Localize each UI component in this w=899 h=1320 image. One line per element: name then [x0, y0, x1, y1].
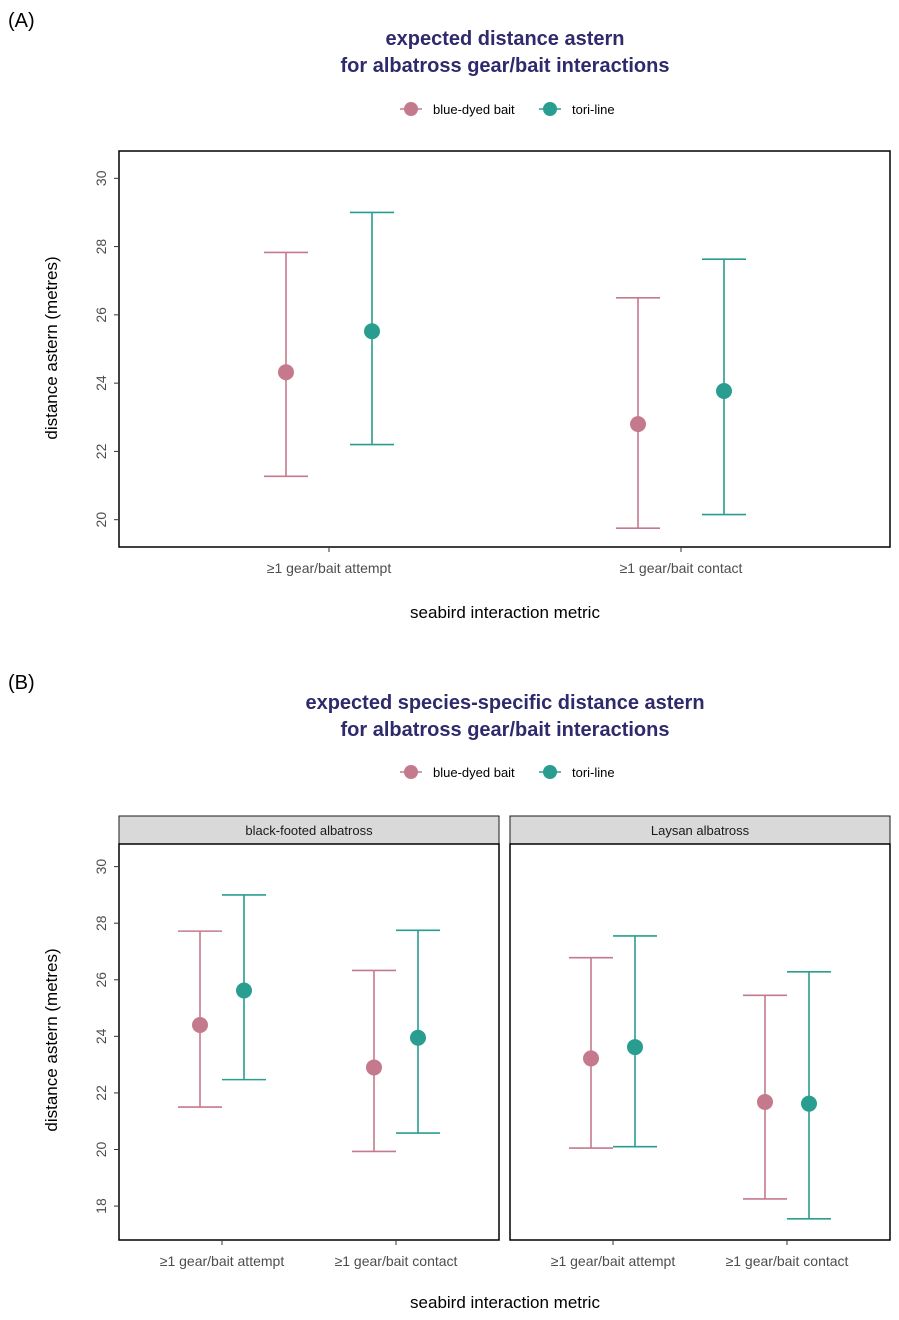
mean-point-tori-line-b-laysan: [801, 1095, 817, 1112]
mean-point-blue-dyed-bait-a: [630, 416, 646, 433]
y-tick-label-b-black-footed: 26: [93, 972, 109, 988]
mean-point-blue-dyed-bait-b-black-footed: [192, 1017, 208, 1034]
y-axis-title-b: distance astern (metres): [42, 948, 61, 1131]
mean-point-tori-line-b-black-footed: [410, 1029, 426, 1046]
plot-frame-b-black-footed: [118, 843, 500, 1241]
x-tick-label-b-black-footed: ≥1 gear/bait contact: [335, 1253, 458, 1269]
y-tick-label-b-black-footed: 22: [93, 1085, 109, 1101]
legend-a: blue-dyed bait tori-line: [400, 102, 615, 117]
y-tick-label-b-black-footed: 28: [93, 915, 109, 931]
legend-label-tori-line-a: tori-line: [572, 102, 615, 117]
mean-point-blue-dyed-bait-a: [278, 364, 294, 381]
plot-frame-a: [118, 150, 891, 548]
x-tick-label-b-black-footed: ≥1 gear/bait attempt: [160, 1253, 285, 1269]
panel-label-b: (B): [8, 672, 35, 694]
y-tick-label-a: 22: [93, 443, 109, 459]
y-tick-label-a: 26: [93, 307, 109, 323]
legend-label-blue-dyed-bait-b: blue-dyed bait: [433, 765, 515, 780]
y-tick-label-b-black-footed: 24: [93, 1028, 109, 1044]
legend-marker-blue-dyed-bait-b: [404, 765, 418, 779]
plot-frame-b-laysan: [509, 843, 891, 1241]
legend-marker-tori-line-b: [543, 765, 557, 779]
x-tick-label-b-laysan: ≥1 gear/bait attempt: [551, 1253, 676, 1269]
mean-point-blue-dyed-bait-b-black-footed: [366, 1059, 382, 1076]
mean-point-tori-line-b-black-footed: [236, 982, 252, 999]
facet-label-laysan: Laysan albatross: [651, 823, 750, 838]
y-tick-label-a: 20: [93, 512, 109, 528]
legend-marker-tori-line-a: [543, 102, 557, 116]
mean-point-blue-dyed-bait-b-laysan: [757, 1093, 773, 1110]
y-axis-title-a: distance astern (metres): [42, 256, 61, 439]
x-axis-title-a: seabird interaction metric: [410, 603, 600, 622]
y-tick-label-b-black-footed: 30: [93, 859, 109, 875]
chart-title-b-line1: expected species-specific distance aster…: [305, 692, 704, 714]
legend-label-tori-line-b: tori-line: [572, 765, 615, 780]
y-tick-label-a: 24: [93, 375, 109, 391]
chart-marks: 20 22 24 26 28 30 ≥1 gear/bait attempt ≥1 gear/…: [93, 150, 891, 1269]
y-tick-label-a: 30: [93, 170, 109, 186]
mean-point-tori-line-a: [716, 382, 732, 399]
y-tick-label-b-black-footed: 20: [93, 1141, 109, 1157]
chart-title-a-line2: for albatross gear/bait interactions: [341, 55, 670, 77]
x-axis-title-b: seabird interaction metric: [410, 1293, 600, 1312]
mean-point-blue-dyed-bait-b-laysan: [583, 1050, 599, 1067]
legend-label-blue-dyed-bait-a: blue-dyed bait: [433, 102, 515, 117]
legend-marker-blue-dyed-bait-a: [404, 102, 418, 116]
facet-label-black-footed: black-footed albatross: [245, 823, 373, 838]
mean-point-tori-line-a: [364, 323, 380, 340]
mean-point-tori-line-b-laysan: [627, 1039, 643, 1056]
y-tick-label-b-black-footed: 18: [93, 1198, 109, 1214]
legend-b: blue-dyed bait tori-line: [400, 765, 615, 780]
x-tick-label-a: ≥1 gear/bait attempt: [267, 560, 392, 576]
panel-label-a: (A): [8, 10, 35, 32]
y-tick-label-a: 28: [93, 239, 109, 255]
x-tick-label-a: ≥1 gear/bait contact: [620, 560, 743, 576]
facet-strip-black-footed: [118, 815, 500, 845]
chart-title-a-line1: expected distance astern: [386, 28, 625, 50]
chart-title-b-line2: for albatross gear/bait interactions: [341, 719, 670, 741]
x-tick-label-b-laysan: ≥1 gear/bait contact: [726, 1253, 849, 1269]
